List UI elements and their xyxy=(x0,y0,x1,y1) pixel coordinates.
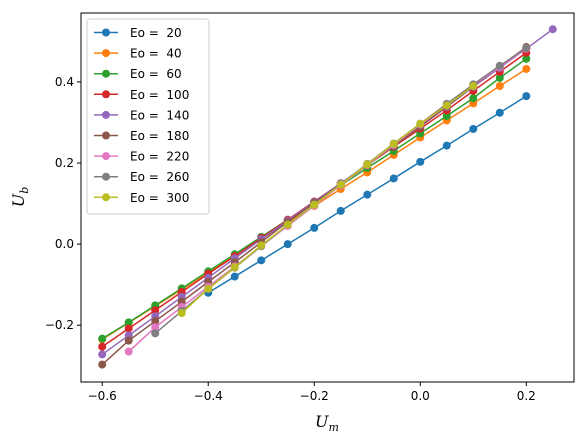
legend-label: Eo = 180 xyxy=(130,129,189,143)
data-point xyxy=(124,318,133,327)
data-point xyxy=(151,329,160,338)
data-point xyxy=(257,241,266,250)
legend-marker xyxy=(102,172,110,181)
data-point xyxy=(257,256,266,265)
data-point xyxy=(98,360,107,369)
y-tick-label: 0.0 xyxy=(55,237,74,251)
data-point xyxy=(363,160,372,169)
legend-box xyxy=(86,18,210,215)
legend-item: Eo = 260 xyxy=(94,170,189,184)
data-point xyxy=(363,190,372,199)
legend-marker xyxy=(102,110,110,119)
series-8 xyxy=(177,81,478,318)
legend-label: Eo = 40 xyxy=(130,47,182,61)
x-axis: −0.6 −0.4 −0.2 0.0 0.2 xyxy=(88,382,536,403)
data-point xyxy=(230,263,239,272)
data-point xyxy=(230,272,239,281)
data-point xyxy=(283,240,292,249)
data-point xyxy=(204,284,213,293)
x-axis-label-subscript: m xyxy=(329,421,339,434)
legend-item: Eo = 220 xyxy=(94,150,189,164)
data-point xyxy=(495,61,504,70)
y-tick-label: 0.2 xyxy=(55,156,74,170)
data-point xyxy=(522,92,531,101)
data-point xyxy=(522,43,531,52)
legend-item: Eo = 180 xyxy=(94,129,189,143)
data-point xyxy=(177,309,186,318)
y-axis: −0.2 0.0 0.2 0.4 xyxy=(45,75,81,332)
data-point xyxy=(469,124,478,133)
x-tick-label: −0.6 xyxy=(88,389,117,403)
legend-item: Eo = 100 xyxy=(94,88,189,102)
data-point xyxy=(389,139,398,148)
legend-label: Eo = 220 xyxy=(130,150,189,164)
series-0 xyxy=(204,92,531,297)
data-point xyxy=(283,220,292,229)
legend-marker xyxy=(102,193,110,202)
y-tick-label: −0.2 xyxy=(45,318,74,332)
y-axis-label-main: U xyxy=(9,193,28,207)
x-axis-label: Um xyxy=(315,412,339,434)
legend-label: Eo = 260 xyxy=(130,170,189,184)
x-tick-label: −0.2 xyxy=(300,389,329,403)
series-line xyxy=(181,85,474,314)
data-point xyxy=(151,317,160,326)
legend-item: Eo = 140 xyxy=(94,108,189,122)
x-tick-label: 0.0 xyxy=(411,389,430,403)
data-point xyxy=(98,334,107,343)
data-point xyxy=(336,180,345,189)
data-point xyxy=(98,350,107,359)
data-point xyxy=(310,200,319,209)
x-tick-label: 0.2 xyxy=(517,389,536,403)
legend-marker xyxy=(102,90,110,99)
data-point xyxy=(442,141,451,150)
legend-item: Eo = 60 xyxy=(94,67,182,81)
data-point xyxy=(442,101,451,110)
data-point xyxy=(442,111,451,120)
data-point xyxy=(310,223,319,232)
legend-marker xyxy=(102,152,110,161)
legend-label: Eo = 140 xyxy=(130,108,189,122)
data-point xyxy=(495,108,504,117)
data-point xyxy=(416,157,425,166)
data-point xyxy=(416,119,425,128)
legend-marker xyxy=(102,69,110,78)
y-axis-label: Ub xyxy=(9,187,31,208)
legend-item: Eo = 40 xyxy=(94,47,182,61)
data-point xyxy=(336,206,345,215)
legend-marker xyxy=(102,49,110,58)
data-point xyxy=(98,342,107,351)
legend-marker xyxy=(102,131,110,140)
data-point xyxy=(495,73,504,82)
data-point xyxy=(124,324,133,333)
y-tick-label: 0.4 xyxy=(55,75,74,89)
legend-label: Eo = 20 xyxy=(130,26,182,40)
data-point xyxy=(469,81,478,90)
data-point xyxy=(548,25,557,34)
legend-label: Eo = 100 xyxy=(130,88,189,102)
data-point xyxy=(495,81,504,90)
legend-item: Eo = 300 xyxy=(94,191,189,205)
plot-frame xyxy=(80,12,575,383)
data-point xyxy=(151,306,160,315)
legend-label: Eo = 300 xyxy=(130,191,189,205)
data-point xyxy=(389,174,398,183)
legend-label: Eo = 60 xyxy=(130,67,182,81)
x-axis-label-main: U xyxy=(315,412,329,431)
legend: Eo = 20 Eo = 40 Eo = 60 Eo = 100 Eo = 140 Eo … xyxy=(86,18,210,215)
series-layer xyxy=(98,25,557,369)
data-point xyxy=(124,336,133,345)
x-tick-label: −0.4 xyxy=(194,389,223,403)
data-point xyxy=(522,54,531,63)
data-point xyxy=(469,94,478,103)
data-point xyxy=(151,323,160,332)
legend-item: Eo = 20 xyxy=(94,26,182,40)
legend-marker xyxy=(102,28,110,37)
data-point xyxy=(124,347,133,356)
data-point xyxy=(522,64,531,73)
y-axis-label-subscript: b xyxy=(18,187,31,194)
